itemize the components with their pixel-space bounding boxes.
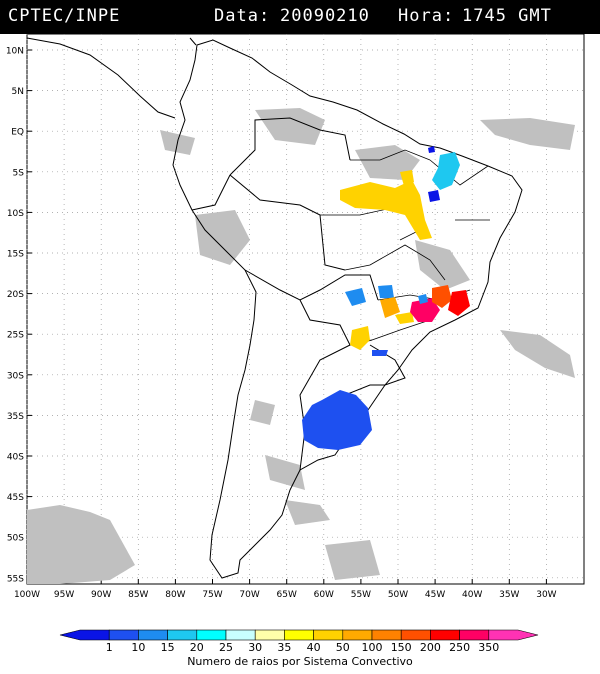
lon-label: 65W bbox=[277, 590, 297, 600]
legend-swatch bbox=[196, 629, 227, 641]
system-blob bbox=[432, 285, 452, 308]
cloud-patch bbox=[27, 505, 135, 584]
legend-tick-label: 35 bbox=[277, 641, 291, 654]
lat-label: EQ bbox=[11, 128, 24, 138]
system-blob bbox=[372, 350, 388, 356]
system-blob bbox=[428, 146, 435, 153]
lon-label: 80W bbox=[165, 590, 185, 600]
cloud-patch bbox=[500, 330, 575, 378]
lat-label: 40S bbox=[7, 453, 24, 463]
legend-tick-label: 1 bbox=[106, 641, 113, 654]
legend-swatch bbox=[59, 629, 110, 641]
system-blob bbox=[395, 312, 414, 324]
lat-label: 45S bbox=[7, 493, 24, 503]
lat-label: 25S bbox=[7, 331, 24, 341]
lat-label: 20S bbox=[7, 290, 24, 300]
legend-tick-label: 150 bbox=[391, 641, 412, 654]
lon-label: 35W bbox=[499, 590, 519, 600]
system-blob bbox=[350, 326, 370, 350]
system-blob bbox=[340, 180, 432, 240]
lon-label: 40W bbox=[462, 590, 482, 600]
legend-tick-label: 20 bbox=[190, 641, 204, 654]
lat-label: 10N bbox=[6, 47, 24, 57]
lat-label: 10S bbox=[7, 209, 24, 219]
graticule: 10N 5N EQ 5S 10S 15S 20S 25S 30S 35S 40S 45S 50S 55S 1… bbox=[6, 34, 584, 600]
title-bar: CPTEC/INPE Data: 20090210 Hora: 1745 GMT bbox=[0, 0, 600, 34]
system-blob bbox=[380, 297, 400, 318]
lon-label: 75W bbox=[202, 590, 222, 600]
lon-label: 70W bbox=[239, 590, 259, 600]
legend-swatch bbox=[284, 629, 314, 641]
cloud-patch bbox=[250, 400, 275, 425]
lon-label: 100W bbox=[14, 590, 40, 600]
system-blob bbox=[448, 290, 470, 316]
lat-label: 50S bbox=[7, 534, 24, 544]
system-blob bbox=[410, 298, 440, 322]
legend-tick-label: 40 bbox=[307, 641, 321, 654]
source-label: CPTEC/INPE bbox=[8, 6, 121, 26]
legend-swatch bbox=[108, 629, 139, 641]
lat-label: 35S bbox=[7, 412, 24, 422]
legend-swatch bbox=[430, 629, 460, 641]
legend-title: Numero de raios por Sistema Convectivo bbox=[187, 655, 413, 668]
legend-swatch bbox=[138, 629, 168, 641]
system-blob bbox=[400, 170, 414, 186]
legend-swatch bbox=[313, 629, 344, 641]
legend-swatch bbox=[488, 629, 539, 641]
legend-tick-label: 200 bbox=[420, 641, 441, 654]
system-blob bbox=[378, 285, 394, 298]
legend-tick-label: 250 bbox=[449, 641, 470, 654]
lon-label: 60W bbox=[314, 590, 334, 600]
lat-label: 5S bbox=[13, 168, 25, 178]
lat-label: 30S bbox=[7, 371, 24, 381]
cloud-patch bbox=[325, 540, 380, 580]
legend-tick-label: 30 bbox=[248, 641, 262, 654]
south-america-coastline bbox=[172, 39, 523, 579]
cloud-patch bbox=[195, 210, 250, 265]
lat-label: 15S bbox=[7, 250, 24, 260]
lon-label: 50W bbox=[388, 590, 408, 600]
system-blob bbox=[345, 288, 366, 306]
central-america-coastline bbox=[26, 37, 197, 119]
legend-swatch bbox=[167, 629, 198, 641]
legend-tick-label: 10 bbox=[131, 641, 145, 654]
date-value: 20090210 bbox=[280, 6, 370, 26]
cloud-patch bbox=[285, 500, 330, 525]
legend-swatch bbox=[400, 629, 431, 641]
legend-swatch bbox=[371, 629, 402, 641]
hour-value: 1745 GMT bbox=[462, 6, 552, 26]
hour-label: Hora: bbox=[398, 6, 455, 26]
lon-label: 90W bbox=[91, 590, 111, 600]
system-blob bbox=[418, 294, 428, 304]
legend-tick-label: 25 bbox=[219, 641, 233, 654]
cloud-patch bbox=[255, 108, 325, 145]
lon-label: 95W bbox=[54, 590, 74, 600]
lon-label: 30W bbox=[536, 590, 556, 600]
lon-label: 85W bbox=[128, 590, 148, 600]
lon-label: 55W bbox=[351, 590, 371, 600]
system-blob bbox=[428, 190, 440, 202]
legend-tick-label: 15 bbox=[161, 641, 175, 654]
lat-label: 5N bbox=[12, 87, 24, 97]
legend-ticks: 1 10 15 20 25 30 35 40 50 100 150 200 250 350 bbox=[106, 641, 500, 654]
legend-swatch bbox=[254, 629, 285, 641]
lon-label: 45W bbox=[425, 590, 445, 600]
system-blob bbox=[432, 152, 460, 190]
system-blob bbox=[302, 390, 372, 450]
legend-tick-label: 50 bbox=[336, 641, 350, 654]
legend-swatch bbox=[225, 629, 256, 641]
cloud-patch bbox=[415, 240, 470, 290]
legend-swatch bbox=[459, 629, 490, 641]
legend-tick-label: 100 bbox=[362, 641, 383, 654]
cloud-patch bbox=[265, 455, 305, 490]
convective-systems bbox=[302, 146, 470, 450]
cloud-cover bbox=[27, 108, 575, 584]
legend-swatch bbox=[342, 629, 373, 641]
lat-label: 55S bbox=[7, 574, 24, 584]
date-label: Data: bbox=[214, 6, 271, 26]
cloud-patch bbox=[355, 145, 420, 180]
legend-colorbar bbox=[59, 629, 539, 641]
legend-tick-label: 350 bbox=[478, 641, 499, 654]
cloud-patch bbox=[480, 118, 575, 150]
